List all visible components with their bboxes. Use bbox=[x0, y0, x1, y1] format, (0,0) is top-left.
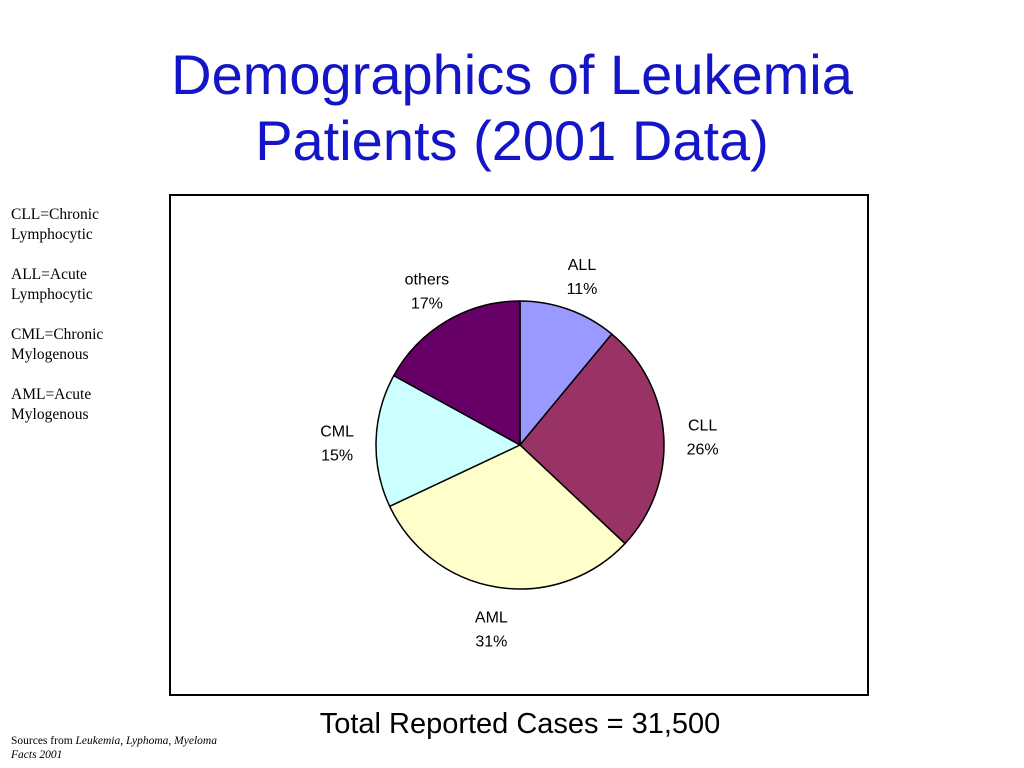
pie-chart: ALL 11% CLL 26% AML 31% CML 15% others 17% bbox=[320, 257, 719, 651]
slice-value-cll: 26% bbox=[687, 442, 719, 459]
slide-title-line-1: Demographics of Leukemia bbox=[171, 43, 853, 106]
glossary-term: CLL=Chronic bbox=[11, 206, 99, 223]
slice-value-aml: 31% bbox=[475, 634, 507, 651]
pie-slice-cll bbox=[518, 332, 665, 545]
pie-slice-others bbox=[392, 300, 521, 447]
pie-slice-cml bbox=[375, 374, 522, 508]
glossary-term: ALL=Acute bbox=[11, 266, 87, 283]
glossary-term: AML=Acute bbox=[11, 386, 92, 403]
slice-value-others: 17% bbox=[411, 295, 443, 312]
slice-label-all: ALL bbox=[568, 257, 597, 274]
sources-note: Sources from Leukemia, Lyphoma, Myeloma … bbox=[11, 734, 231, 762]
slice-value-cml: 15% bbox=[321, 447, 353, 464]
glossary-item-aml: AML=Acute Mylogenous bbox=[11, 385, 161, 425]
sources-citation: Leukemia, Lyphoma, Myeloma Facts 2001 bbox=[11, 735, 217, 761]
glossary-definition: Mylogenous bbox=[11, 346, 89, 363]
slide-title: Demographics of Leukemia Patients (2001 … bbox=[0, 42, 1024, 174]
glossary-definition: Lymphocytic bbox=[11, 286, 93, 303]
glossary-definition: Lymphocytic bbox=[11, 226, 93, 243]
glossary-term: CML=Chronic bbox=[11, 326, 104, 343]
slice-value-all: 11% bbox=[567, 281, 598, 298]
glossary-definition: Mylogenous bbox=[11, 406, 89, 423]
pie-chart-frame: ALL 11% CLL 26% AML 31% CML 15% others 17% bbox=[169, 194, 869, 696]
glossary-item-cll: CLL=Chronic Lymphocytic bbox=[11, 205, 161, 245]
slice-label-cll: CLL bbox=[688, 418, 717, 435]
sources-prefix: Sources from bbox=[11, 735, 76, 747]
total-cases: Total Reported Cases = 31,500 bbox=[319, 708, 721, 740]
pie-slice-aml bbox=[388, 444, 627, 590]
pie-slice-all bbox=[519, 300, 613, 448]
slice-label-cml: CML bbox=[320, 423, 354, 440]
slide-title-line-2: Patients (2001 Data) bbox=[255, 109, 769, 172]
abbreviation-glossary: CLL=Chronic Lymphocytic ALL=Acute Lympho… bbox=[11, 205, 161, 445]
slice-label-aml: AML bbox=[475, 610, 508, 627]
glossary-item-all: ALL=Acute Lymphocytic bbox=[11, 265, 161, 305]
slice-label-others: others bbox=[405, 271, 449, 288]
glossary-item-cml: CML=Chronic Mylogenous bbox=[11, 325, 161, 365]
